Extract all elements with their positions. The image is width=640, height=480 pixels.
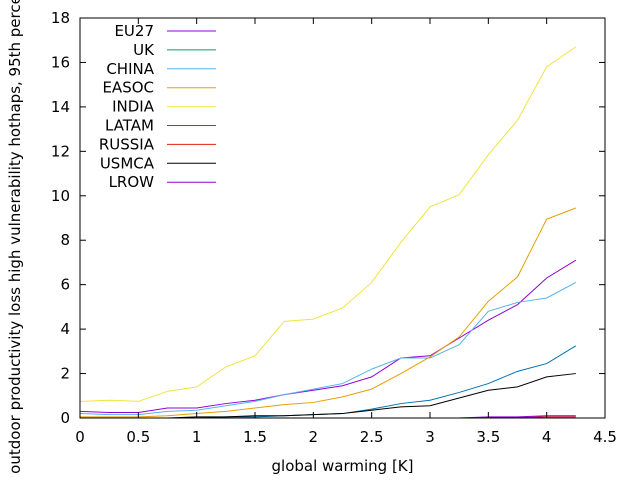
legend-label-russia: RUSSIA (99, 135, 155, 153)
x-tick-label: 4.5 (593, 428, 617, 446)
legend-label-india: INDIA (112, 98, 155, 116)
x-tick-label: 1.5 (243, 428, 267, 446)
x-tick-label: 3.5 (476, 428, 500, 446)
legend-label-latam: LATAM (105, 117, 154, 135)
y-axis-label: outdoor productivity loss high vulnerabi… (6, 0, 24, 474)
x-tick-label: 2.5 (360, 428, 384, 446)
ticks-layer: 0 0.5 1 1.5 2 2.5 3 3.5 4 4.5 0 2 4 6 8 10 12 14 16 18 (51, 9, 617, 446)
x-tick-label: 0 (75, 428, 85, 446)
y-tick-label: 14 (51, 98, 70, 116)
y-tick-label: 10 (51, 187, 70, 205)
series-line-india (79, 46, 577, 402)
x-axis-label: global warming [K] (272, 457, 414, 475)
series-line-latam (80, 345, 577, 419)
series-layer (79, 46, 577, 419)
legend-label-china: CHINA (106, 60, 154, 78)
y-tick-label: 0 (60, 409, 70, 427)
legend-label-lrow: LROW (109, 173, 155, 191)
series-line-easoc (80, 207, 577, 418)
y-tick-label: 12 (51, 142, 70, 160)
series-line-china (79, 281, 577, 416)
x-tick-label: 3 (425, 428, 435, 446)
legend-label-usmca: USMCA (100, 154, 155, 172)
y-tick-label: 4 (60, 320, 70, 338)
x-tick-label: 1 (192, 428, 202, 446)
x-tick-label: 4 (542, 428, 552, 446)
legend-label-eu27: EU27 (114, 22, 154, 40)
y-tick-label: 6 (60, 276, 70, 294)
series-line-eu27 (79, 259, 577, 413)
plot-frame (79, 17, 606, 419)
x-tick-label: 0.5 (126, 428, 150, 446)
legend-label-easoc: EASOC (102, 79, 154, 97)
y-tick-label: 8 (60, 231, 70, 249)
x-tick-label: 2 (309, 428, 319, 446)
legend-label-uk: UK (133, 41, 155, 59)
y-tick-label: 2 (60, 365, 70, 383)
y-tick-label: 16 (51, 53, 70, 71)
y-tick-label: 18 (51, 9, 70, 27)
legend: EU27UKCHINAEASOCINDIALATAMRUSSIAUSMCALRO… (99, 22, 216, 191)
